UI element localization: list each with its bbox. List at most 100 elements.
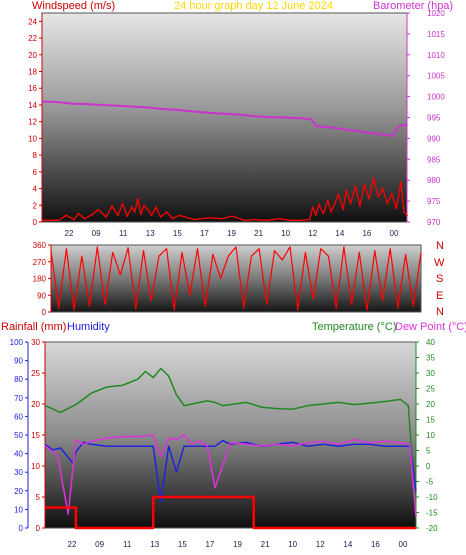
windspeed-point <box>117 214 119 217</box>
barometer-tick-label: 970 <box>427 218 441 227</box>
rainfall-tick-label: 0 <box>36 524 41 533</box>
wind-x-tick-label: 00 <box>390 229 399 238</box>
wind-plot-background <box>41 12 408 223</box>
windspeed-point <box>178 214 180 217</box>
temperature-tick-label: -5 <box>426 478 434 487</box>
windspeed-tick-label: 6 <box>33 168 38 177</box>
humidity-tick-label: 100 <box>10 338 24 347</box>
humidity-tick-label: 60 <box>14 412 23 421</box>
windspeed-point <box>77 212 80 215</box>
windspeed-point <box>243 219 246 222</box>
humidity-tick-label: 90 <box>14 357 23 366</box>
lower-x-tick-label: 11 <box>123 540 132 549</box>
graph-title: 24 hour graph day 12 June 2024 <box>174 0 333 12</box>
compass-letter-e: E <box>436 290 443 302</box>
direction-tick-label: 270 <box>33 258 47 267</box>
windspeed-tick-label: 2 <box>33 201 38 210</box>
windspeed-point <box>97 208 100 211</box>
windspeed-tick-label: 14 <box>28 101 37 110</box>
windspeed-point <box>105 216 107 218</box>
windspeed-point <box>126 215 128 217</box>
windspeed-point <box>289 219 291 222</box>
windspeed-point <box>308 218 311 221</box>
windspeed-point <box>311 206 314 208</box>
compass-letter-w: W <box>434 257 445 269</box>
windspeed-tick-label: 8 <box>33 151 38 160</box>
direction-tick-label: 90 <box>37 291 46 300</box>
windspeed-point <box>368 197 370 200</box>
rainfall-tick-label: 25 <box>31 369 40 378</box>
barometer-tick-label: 985 <box>427 155 441 164</box>
windspeed-point <box>372 176 375 179</box>
windspeed-point <box>150 214 153 217</box>
windspeed-tick-label: 22 <box>28 34 37 43</box>
temperature-tick-label: 35 <box>426 354 435 363</box>
windspeed-point <box>278 217 281 220</box>
windspeed-point <box>220 217 223 220</box>
windspeed-point <box>391 192 393 195</box>
windspeed-point <box>208 217 211 219</box>
temperature-tick-label: 20 <box>426 400 435 409</box>
windspeed-point <box>354 185 357 187</box>
windspeed-point <box>406 214 408 217</box>
windspeed-point <box>231 215 233 217</box>
windspeed-point <box>386 202 389 205</box>
temperature-tick-label: -10 <box>426 493 438 502</box>
barometer-line <box>41 100 408 137</box>
windspeed-point <box>322 212 325 215</box>
barometer-tick-label: 1020 <box>427 9 445 18</box>
windspeed-line <box>42 177 408 221</box>
rainfall-line <box>45 495 416 530</box>
humidity-tick-label: 10 <box>14 505 23 514</box>
windspeed-point <box>349 202 352 205</box>
windspeed-point <box>333 204 335 207</box>
humidity-tick-label: 40 <box>14 450 23 459</box>
temperature-tick-label: 0 <box>426 462 431 471</box>
temperature-tick-label: 40 <box>426 338 435 347</box>
windspeed-tick-label: 12 <box>28 118 37 127</box>
windspeed-point <box>130 206 133 208</box>
windspeed-point <box>111 205 113 207</box>
humidity-tick-label: 70 <box>14 394 23 403</box>
lower-x-tick-label: 17 <box>205 540 214 549</box>
barometer-axis-title: Barometer (hpa) <box>373 0 453 12</box>
wind-x-tick-label: 17 <box>200 229 209 238</box>
windspeed-point <box>400 181 402 183</box>
humidity-tick-label: 20 <box>14 487 23 496</box>
direction-line <box>50 246 422 311</box>
wind-x-tick-label: 12 <box>308 229 317 238</box>
humidity-axis-title: Humidity <box>67 321 110 333</box>
windspeed-point <box>121 202 124 205</box>
windspeed-tick-label: 24 <box>28 17 37 26</box>
windspeed-point <box>134 211 136 213</box>
windspeed-point <box>266 219 268 222</box>
windspeed-point <box>147 209 150 212</box>
windspeed-point <box>73 218 75 221</box>
barometer-tick-label: 1000 <box>427 93 445 102</box>
windspeed-tick-label: 16 <box>28 84 37 93</box>
windspeed-point <box>57 219 60 222</box>
windspeed-tick-label: 4 <box>33 185 38 194</box>
lower-x-tick-label: 15 <box>178 540 187 549</box>
lower-x-tick-label: 00 <box>399 540 408 549</box>
temperature-tick-label: 5 <box>426 447 431 456</box>
windspeed-point <box>363 183 366 186</box>
rainfall-tick-label: 5 <box>36 493 41 502</box>
lower-x-tick-label: 14 <box>343 540 352 549</box>
windspeed-point <box>330 211 332 213</box>
temperature-tick-label: 25 <box>426 385 435 394</box>
windspeed-point <box>318 203 320 206</box>
windspeed-point <box>345 189 348 191</box>
wind-x-tick-label: 09 <box>92 229 101 238</box>
temperature-line <box>44 367 417 516</box>
rainfall-tick-label: 20 <box>31 400 40 409</box>
humidity-line <box>44 439 417 503</box>
windspeed-tick-label: 10 <box>28 134 37 143</box>
windspeed-tick-label: 0 <box>33 218 38 227</box>
temperature-tick-label: -15 <box>426 509 438 518</box>
lower-x-tick-label: 21 <box>261 540 270 549</box>
barometer-tick-label: 995 <box>427 114 441 123</box>
windspeed-point <box>91 213 93 216</box>
lower-x-tick-label: 16 <box>371 540 380 549</box>
